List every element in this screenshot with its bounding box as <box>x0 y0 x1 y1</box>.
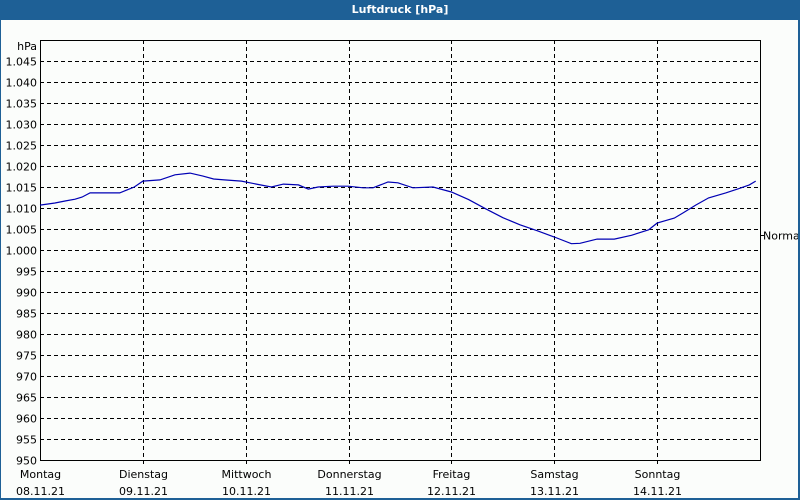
y-tick-label: 985 <box>16 308 37 321</box>
x-tick-date: 10.11.21 <box>222 485 271 498</box>
y-tick-label: 1.025 <box>6 140 38 153</box>
y-tick-label: 1.015 <box>6 182 38 195</box>
y-tick-label: 950 <box>16 455 37 468</box>
pressure-line <box>39 172 757 245</box>
x-tick-day: Montag <box>20 468 61 481</box>
x-tick-day: Mittwoch <box>222 468 272 481</box>
normal-label: Normal <box>763 230 798 243</box>
y-tick-label: 1.020 <box>6 161 38 174</box>
y-tick-label: 1.005 <box>6 224 38 237</box>
y-tick-label: 1.000 <box>6 245 38 258</box>
x-tick-day: Donnerstag <box>317 468 381 481</box>
x-tick-day: Dienstag <box>119 468 168 481</box>
x-tick-day: Sonntag <box>635 468 681 481</box>
x-tick-day: Samstag <box>530 468 578 481</box>
x-tick-date: 09.11.21 <box>119 485 168 498</box>
x-tick-date: 12.11.21 <box>427 485 476 498</box>
pressure-chart: 950 955 960 965 970 975 980 985 990 995 1.000 1.005… <box>6 40 798 498</box>
y-tick-label: 995 <box>16 266 37 279</box>
plot-frame <box>40 40 761 461</box>
window-title: Luftdruck [hPa] <box>351 3 449 16</box>
x-tick-date: 11.11.21 <box>325 485 374 498</box>
x-tick-date: 13.11.21 <box>530 485 579 498</box>
y-tick-label: 1.035 <box>6 98 38 111</box>
y-tick-label: 1.010 <box>6 203 38 216</box>
y-tick-label: 975 <box>16 350 37 363</box>
y-tick-label: 965 <box>16 392 37 405</box>
y-tick-label: 960 <box>16 413 37 426</box>
x-tick-day: Freitag <box>433 468 471 481</box>
y-tick-label: 980 <box>16 329 37 342</box>
y-tick-label: 1.040 <box>6 77 38 90</box>
x-tick-date: 08.11.21 <box>16 485 65 498</box>
y-tick-label: 1.045 <box>6 56 38 69</box>
y-tick-label: 990 <box>16 287 37 300</box>
y-tick-label: 1.030 <box>6 119 38 132</box>
y-axis-unit: hPa <box>17 40 37 53</box>
x-tick-date: 14.11.21 <box>633 485 682 498</box>
y-tick-label: 970 <box>16 371 37 384</box>
chart-area: 950 955 960 965 970 975 980 985 990 995 1.000 1.005… <box>1 20 798 498</box>
y-tick-label: 955 <box>16 434 37 447</box>
